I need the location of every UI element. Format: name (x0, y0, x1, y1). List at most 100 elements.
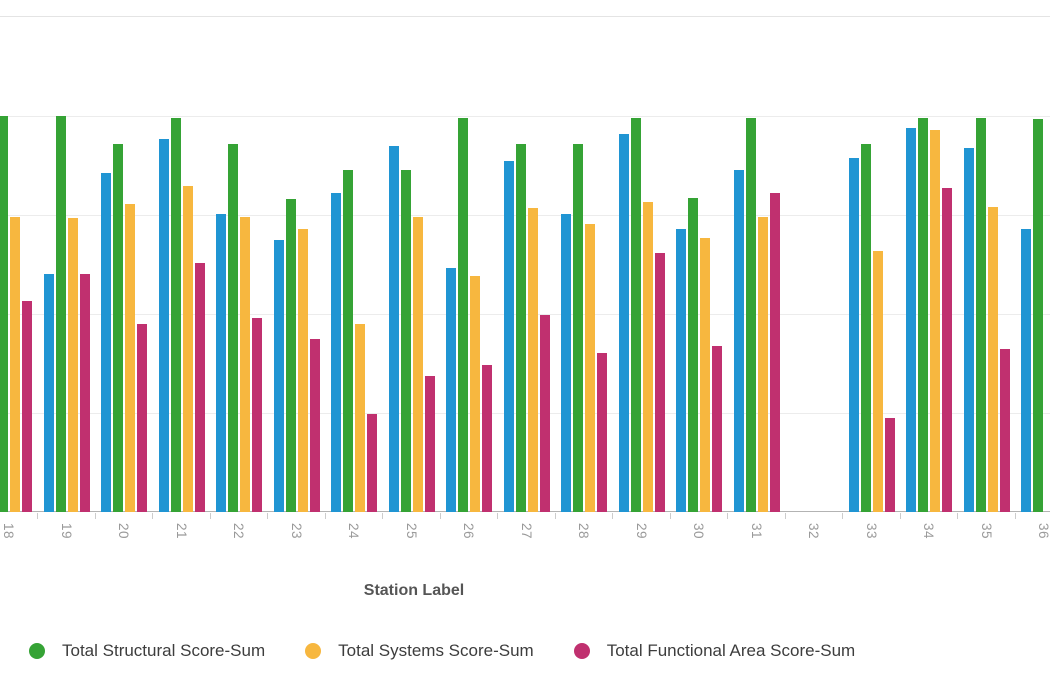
x-axis-tick (324, 513, 326, 519)
x-axis-tick (37, 513, 38, 519)
x-axis-tick (899, 513, 901, 519)
bar-total-systems-score-sum-station-33 (872, 250, 883, 512)
bar-total-structural-score-sum-station-36 (1033, 118, 1043, 512)
bar-series-0-station-19 (43, 274, 54, 512)
bar-series-0-station-36 (1021, 228, 1031, 512)
legend-color-dot-icon (29, 643, 45, 659)
bar-series-0-station-34 (906, 127, 916, 512)
bar-total-structural-score-sum-station-24 (343, 170, 353, 512)
bar-total-functional-area-score-sum-station-33 (884, 417, 895, 512)
bar-series-0-station-22 (216, 214, 226, 512)
x-axis-tick (784, 513, 786, 519)
x-tick-label-26: 26 (461, 523, 476, 540)
bar-total-functional-area-score-sum-station-25 (424, 376, 435, 512)
bar-total-systems-score-sum-station-24 (355, 323, 365, 512)
x-axis-tick (497, 513, 498, 519)
x-axis-title: Station Label (363, 582, 465, 599)
bar-total-systems-score-sum-station-25 (412, 216, 423, 512)
bar-total-systems-score-sum-station-27 (527, 208, 538, 512)
bar-series-0-station-21 (158, 138, 169, 512)
bar-total-functional-area-score-sum-station-21 (194, 262, 205, 512)
card-top-edge-divider (0, 16, 1050, 17)
bar-total-functional-area-score-sum-station-22 (252, 317, 262, 512)
bar-series-0-station-29 (618, 133, 629, 512)
bar-total-structural-score-sum-station-33 (860, 143, 871, 512)
x-tick-label-28: 28 (576, 523, 591, 540)
legend-item-label: Total Functional Area Score-Sum (606, 641, 856, 660)
x-axis-tick (1014, 513, 1016, 519)
x-tick-label-29: 29 (633, 523, 649, 540)
x-tick-label-35: 35 (978, 523, 994, 540)
x-tick-label-19: 19 (58, 523, 74, 540)
bar-total-systems-score-sum-station-34 (930, 129, 940, 512)
bar-total-structural-score-sum-station-25 (400, 170, 411, 512)
bar-total-structural-score-sum-station-18 (0, 116, 8, 512)
bar-series-0-station-26 (446, 268, 456, 512)
bar-series-0-station-28 (561, 214, 571, 512)
legend-color-dot-icon (305, 643, 322, 659)
bar-series-0-station-35 (963, 147, 974, 512)
bar-series-0-station-25 (388, 145, 399, 512)
bar-series-0-station-33 (848, 157, 859, 512)
x-tick-label-24: 24 (346, 523, 361, 540)
legend-item-total-functional-area-score-sum[interactable]: Total Functional Area Score-Sum (573, 641, 856, 661)
legend-item-label: Total Systems Score-Sum (338, 641, 534, 660)
bar-total-functional-area-score-sum-station-19 (79, 274, 90, 512)
bar-total-structural-score-sum-station-23 (285, 199, 296, 512)
x-axis-tick (842, 513, 843, 519)
bar-total-functional-area-score-sum-station-34 (942, 188, 952, 512)
bar-total-structural-score-sum-station-27 (515, 143, 526, 512)
x-axis-tick (209, 513, 211, 519)
x-axis-tick (439, 513, 441, 519)
bar-total-structural-score-sum-station-26 (458, 117, 468, 512)
bar-total-functional-area-score-sum-station-30 (712, 345, 722, 512)
bar-total-structural-score-sum-station-21 (170, 117, 181, 512)
bar-total-functional-area-score-sum-station-23 (309, 338, 320, 512)
bar-total-functional-area-score-sum-station-24 (367, 414, 377, 512)
bar-series-0-station-20 (101, 173, 111, 512)
x-axis-tick (267, 513, 268, 519)
bar-total-systems-score-sum-station-35 (987, 207, 998, 512)
x-tick-label-25: 25 (403, 523, 419, 540)
legend-item-total-systems-score-sum[interactable]: Total Systems Score-Sum (305, 641, 534, 661)
bar-total-systems-score-sum-station-18 (10, 216, 20, 512)
x-axis-tick (94, 513, 96, 519)
bar-total-systems-score-sum-station-20 (125, 204, 135, 512)
bar-total-structural-score-sum-station-35 (975, 117, 986, 512)
bar-total-functional-area-score-sum-station-27 (539, 315, 550, 512)
bar-total-systems-score-sum-station-23 (297, 228, 308, 512)
bar-total-systems-score-sum-station-21 (182, 186, 193, 512)
bar-total-structural-score-sum-station-22 (228, 143, 238, 512)
x-axis-tick (382, 513, 383, 519)
bar-total-systems-score-sum-station-22 (240, 216, 250, 512)
bar-total-functional-area-score-sum-station-20 (137, 323, 147, 512)
bar-total-systems-score-sum-station-28 (585, 223, 595, 512)
x-axis-tick (554, 513, 556, 519)
bar-total-functional-area-score-sum-station-31 (769, 193, 780, 512)
x-tick-label-18: 18 (1, 523, 16, 540)
x-tick-label-20: 20 (116, 523, 131, 540)
bar-total-functional-area-score-sum-station-35 (999, 348, 1010, 512)
legend-item-total-structural-score-sum[interactable]: Total Structural Score-Sum (29, 641, 265, 661)
x-tick-label-21: 21 (173, 523, 189, 540)
bar-total-systems-score-sum-station-31 (757, 216, 768, 512)
bar-series-0-station-27 (503, 160, 514, 512)
legend-color-dot-icon (573, 643, 590, 659)
gridline (0, 116, 1050, 117)
bar-series-0-station-30 (676, 228, 686, 512)
x-axis-tick (957, 513, 958, 519)
x-tick-label-31: 31 (748, 523, 764, 540)
x-axis-tick (669, 513, 671, 519)
x-axis-tick (727, 513, 728, 519)
bar-total-functional-area-score-sum-station-26 (482, 365, 492, 512)
x-tick-label-36: 36 (1036, 523, 1050, 540)
legend-item-label: Total Structural Score-Sum (62, 641, 266, 660)
bar-total-systems-score-sum-station-29 (642, 202, 653, 512)
bar-total-systems-score-sum-station-30 (700, 237, 710, 512)
bar-total-systems-score-sum-station-19 (67, 217, 78, 512)
x-tick-label-22: 22 (231, 523, 246, 540)
x-axis-tick (152, 513, 153, 519)
bar-total-systems-score-sum-station-26 (470, 276, 480, 512)
bar-series-0-station-31 (733, 170, 744, 512)
